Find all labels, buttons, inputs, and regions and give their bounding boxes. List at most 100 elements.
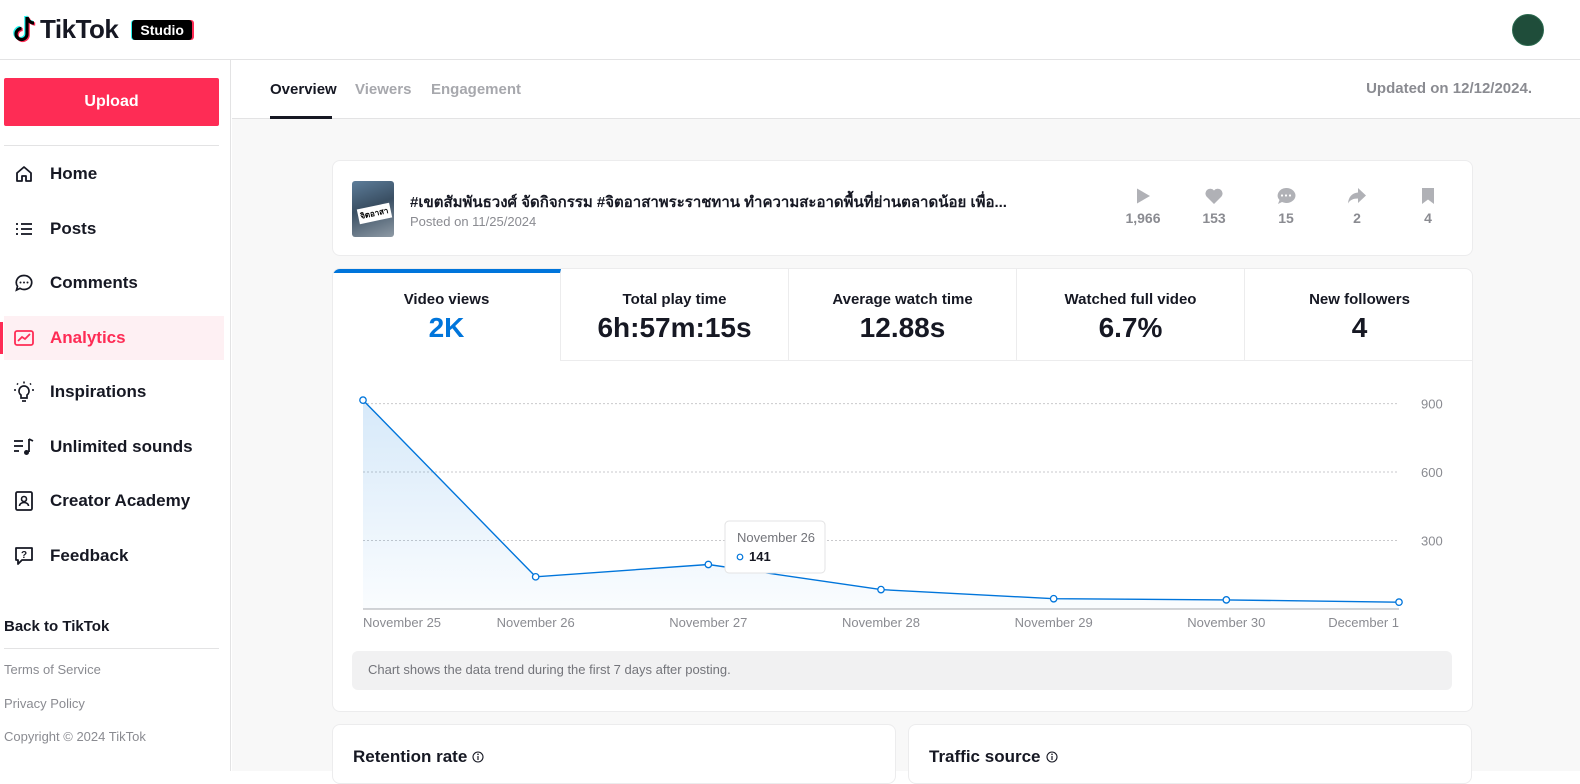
tab-overview[interactable]: Overview (270, 81, 337, 98)
main-content: Overview Viewers Engagement Updated on 1… (232, 60, 1580, 784)
metrics-chart-card: Video views 2K Total play time 6h:57m:15… (332, 268, 1473, 712)
academy-icon (12, 489, 36, 513)
y-tick-label: 900 (1421, 397, 1443, 412)
list-icon (12, 217, 36, 241)
bookmark-icon (1422, 188, 1434, 204)
video-posted-date: Posted on 11/25/2024 (410, 214, 537, 229)
privacy-link[interactable]: Privacy Policy (4, 696, 85, 711)
metric-total-play-time[interactable]: Total play time 6h:57m:15s (561, 269, 789, 361)
studio-badge: Studio (132, 19, 192, 40)
video-thumbnail[interactable]: จิตอาสา (352, 181, 394, 237)
metric-label: Average watch time (832, 291, 973, 308)
info-icon[interactable] (472, 751, 484, 763)
tiktok-studio-logo[interactable]: TikTok Studio (12, 14, 192, 45)
x-tick-label: November 30 (1187, 615, 1265, 630)
metric-average-watch-time[interactable]: Average watch time 12.88s (789, 269, 1017, 361)
sidebar-item-creator-academy[interactable]: Creator Academy (4, 479, 224, 523)
active-tab-indicator (270, 116, 332, 119)
svg-text:?: ? (21, 550, 27, 561)
comment-icon (1277, 187, 1296, 204)
sidebar-item-label: Unlimited sounds (50, 437, 193, 456)
sidebar-item-comments[interactable]: Comments (4, 261, 224, 305)
y-tick-label: 600 (1421, 465, 1443, 480)
tooltip-marker (736, 553, 744, 561)
stat-saves: 4 (1406, 187, 1450, 226)
metric-value: 4 (1351, 312, 1368, 343)
sidebar-item-analytics[interactable]: Analytics (0, 316, 224, 360)
metric-watched-full-video[interactable]: Watched full video 6.7% (1017, 269, 1245, 361)
sidebar-item-feedback[interactable]: ? Feedback (4, 534, 224, 578)
stat-comments: 15 (1264, 187, 1308, 226)
sidebar-item-inspirations[interactable]: Inspirations (4, 370, 224, 414)
sidebar-item-label: Feedback (50, 546, 129, 565)
metric-value: 6h:57m:15s (597, 312, 752, 343)
chart-area-fill (363, 400, 1399, 609)
traffic-title: Traffic source (929, 747, 1041, 766)
tooltip-date: November 26 (737, 530, 815, 545)
x-tick-label: November 28 (842, 615, 920, 630)
tab-viewers[interactable]: Viewers (355, 81, 412, 98)
sidebar-item-label: Inspirations (50, 382, 147, 401)
metric-video-views[interactable]: Video views 2K (333, 269, 561, 361)
metric-label: Video views (403, 291, 490, 308)
sidebar-item-posts[interactable]: Posts (4, 207, 224, 251)
metric-label: Total play time (622, 291, 727, 308)
data-point[interactable] (531, 572, 540, 581)
avatar[interactable] (1512, 14, 1544, 46)
play-icon (1137, 188, 1150, 204)
metric-new-followers[interactable]: New followers 4 (1245, 269, 1472, 361)
sidebar-item-label: Comments (50, 273, 138, 292)
stat-value: 2 (1353, 210, 1361, 226)
x-tick-label: November 29 (1015, 615, 1093, 630)
updated-date: Updated on 12/12/2024. (1366, 80, 1532, 97)
copyright-text: Copyright © 2024 TikTok (4, 729, 146, 744)
metric-label: Watched full video (1064, 291, 1197, 308)
traffic-source-card: Traffic source (908, 724, 1472, 784)
x-tick-label: November 25 (363, 615, 441, 630)
analytics-tabs: Overview Viewers Engagement Updated on 1… (232, 60, 1580, 119)
sidebar-item-label: Posts (50, 219, 97, 238)
data-point[interactable] (1049, 594, 1058, 603)
data-point[interactable] (1222, 596, 1231, 604)
data-point[interactable] (877, 585, 885, 594)
video-summary-card: จิตอาสา #เขตสัมพันธวงศ์ จัดกิจกรรม #จิตอ… (332, 160, 1473, 256)
home-icon (12, 162, 36, 186)
top-bar: TikTok Studio (0, 0, 1580, 60)
sidebar-item-label: Analytics (50, 328, 126, 347)
heart-icon (1205, 188, 1223, 204)
sidebar: Upload Home Posts Comments Analytics Ins… (0, 60, 231, 771)
data-point[interactable] (1395, 598, 1403, 607)
tooltip-box (724, 520, 826, 574)
back-to-tiktok-link[interactable]: Back to TikTok (4, 618, 110, 635)
sidebar-item-unlimited-sounds[interactable]: Unlimited sounds (4, 425, 224, 469)
lightbulb-icon (12, 380, 36, 404)
chart-tooltip: November 26 141 (724, 520, 826, 574)
divider (4, 648, 219, 649)
terms-link[interactable]: Terms of Service (4, 662, 101, 677)
share-icon (1348, 188, 1366, 204)
upload-button[interactable]: Upload (4, 78, 219, 126)
analytics-icon (12, 326, 36, 350)
data-point[interactable] (704, 560, 713, 569)
metric-value: 2K (428, 312, 465, 343)
retention-title: Retention rate (353, 747, 468, 766)
stat-shares: 2 (1335, 187, 1379, 226)
feedback-icon: ? (12, 544, 36, 568)
video-title: #เขตสัมพันธวงศ์ จัดกิจกรรม #จิตอาสาพระรา… (410, 194, 1007, 211)
tab-engagement[interactable]: Engagement (431, 81, 522, 98)
x-tick-label: December 1 (1328, 615, 1399, 630)
info-icon[interactable] (1045, 751, 1058, 763)
tooltip-value: 141 (749, 549, 771, 564)
stat-value: 15 (1278, 210, 1294, 226)
metric-value: 12.88s (859, 312, 946, 343)
sidebar-item-home[interactable]: Home (4, 152, 224, 196)
sidebar-item-label: Creator Academy (50, 491, 191, 510)
divider (4, 145, 219, 146)
retention-rate-card: Retention rate (332, 724, 896, 784)
x-tick-label: November 26 (497, 615, 575, 630)
stat-likes: 153 (1192, 187, 1236, 226)
data-point[interactable] (359, 396, 367, 404)
thumbnail-text: จิตอาสา (356, 202, 392, 225)
x-tick-label: November 27 (669, 615, 747, 630)
